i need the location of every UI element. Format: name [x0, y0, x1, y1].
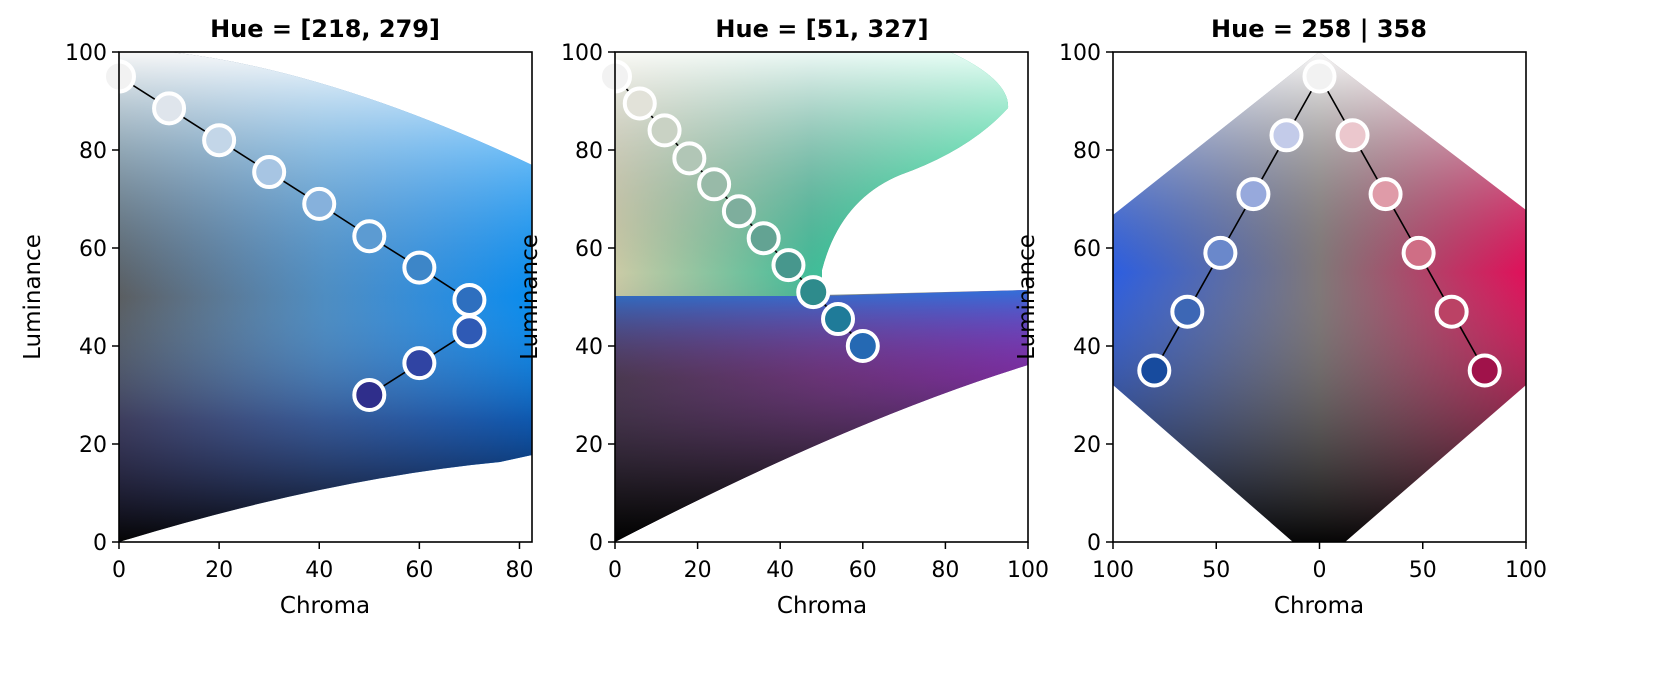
x-tick-label: 100 [1505, 558, 1547, 583]
x-tick-label: 50 [1202, 558, 1230, 583]
palette-swatch-marker [1269, 118, 1304, 153]
y-tick-label: 0 [1087, 531, 1101, 556]
tick-labels: 0 20 40 60 80 100 0 20 40 60 80 100 [561, 41, 1049, 583]
y-axis-label: Luminance [517, 234, 543, 360]
y-tick-label: 60 [1073, 237, 1101, 262]
y-tick-label: 40 [1073, 335, 1101, 360]
palette-swatch-marker [821, 302, 856, 337]
palette-swatch-marker [1137, 353, 1172, 388]
x-tick-label: 20 [684, 558, 712, 583]
y-tick-label: 20 [1073, 433, 1101, 458]
x-tick-label: 40 [766, 558, 794, 583]
x-tick-label: 80 [931, 558, 959, 583]
x-tick-label: 60 [405, 558, 433, 583]
panel-title: Hue = 258 | 358 [1211, 15, 1427, 43]
palette-swatch-marker [202, 123, 237, 158]
palette-swatch-marker [1401, 235, 1436, 270]
palette-swatch-marker [746, 221, 781, 256]
y-tick-label: 80 [79, 139, 107, 164]
x-tick-label: 20 [205, 558, 233, 583]
palette-swatch-marker [352, 219, 387, 254]
palette-swatch-marker [402, 346, 437, 381]
palette-background [119, 52, 532, 542]
palette-swatch-marker [1203, 235, 1238, 270]
palette-swatch-marker [252, 155, 287, 190]
y-tick-label: 100 [1059, 41, 1101, 66]
palette-swatches [102, 59, 487, 412]
palette-swatch-marker [672, 141, 707, 176]
palette-swatch-marker [1236, 177, 1271, 212]
x-tick-label: 80 [505, 558, 533, 583]
tick-labels: 0 20 40 60 80 0 20 40 60 80 100 [65, 41, 533, 583]
palette-swatch-marker [452, 314, 487, 349]
palette-background [1113, 52, 1526, 542]
panel-hue-218-279: 0 20 40 60 80 0 20 40 60 80 100 Hue = [218, 279] C… [20, 15, 533, 619]
palette-swatches [1137, 59, 1502, 388]
palette-swatch-marker [721, 194, 756, 229]
palette-swatch-marker [402, 250, 437, 285]
palette-swatch-marker [1302, 59, 1337, 94]
palette-swatch-marker [1434, 294, 1469, 329]
x-tick-label: 50 [1409, 558, 1437, 583]
palette-swatch-marker [452, 282, 487, 317]
x-tick-label: 0 [112, 558, 126, 583]
palette-swatch-marker [622, 86, 657, 121]
y-tick-label: 60 [79, 237, 107, 262]
palette-swatch-marker [845, 329, 880, 363]
x-tick-label: 0 [608, 558, 622, 583]
palette-swatch-marker [796, 275, 831, 310]
x-tick-label: 100 [1007, 558, 1049, 583]
panel-hue-51-327: 0 20 40 60 80 100 0 20 40 60 80 100 Hue = [51, 327]… [517, 15, 1049, 619]
palette-swatch-marker [1467, 353, 1502, 388]
y-tick-label: 60 [575, 237, 603, 262]
x-tick-label: 40 [305, 558, 333, 583]
palette-swatch-marker [1335, 118, 1370, 153]
x-axis-label: Chroma [777, 593, 867, 619]
palette-swatch-marker [1170, 294, 1205, 329]
x-axis-label: Chroma [1274, 593, 1364, 619]
y-tick-label: 100 [65, 41, 107, 66]
palette-swatch-marker [647, 113, 682, 148]
y-tick-label: 0 [93, 531, 107, 556]
y-tick-label: 20 [575, 433, 603, 458]
y-axis-label: Luminance [20, 234, 46, 360]
y-tick-label: 80 [575, 139, 603, 164]
y-tick-label: 40 [575, 335, 603, 360]
panel-title: Hue = [218, 279] [210, 15, 440, 43]
palette-swatch-marker [352, 378, 387, 412]
axes-frame [614, 51, 1029, 543]
x-tick-label: 0 [1313, 558, 1327, 583]
panel-title: Hue = [51, 327] [715, 15, 928, 43]
x-axis-label: Chroma [280, 593, 370, 619]
palette-swatch-marker [152, 91, 187, 126]
palette-swatch-marker [302, 186, 337, 221]
y-tick-label: 40 [79, 335, 107, 360]
x-tick-label: 60 [849, 558, 877, 583]
y-tick-label: 100 [561, 41, 603, 66]
y-tick-label: 80 [1073, 139, 1101, 164]
y-axis-label: Luminance [1014, 234, 1040, 360]
palette-swatch-marker [697, 167, 732, 202]
x-tick-label: 100 [1092, 558, 1134, 583]
y-tick-label: 0 [589, 531, 603, 556]
axes-frame [118, 51, 533, 543]
palette-swatch-marker [771, 248, 806, 283]
y-tick-label: 20 [79, 433, 107, 458]
palette-swatch-marker [1368, 177, 1403, 212]
